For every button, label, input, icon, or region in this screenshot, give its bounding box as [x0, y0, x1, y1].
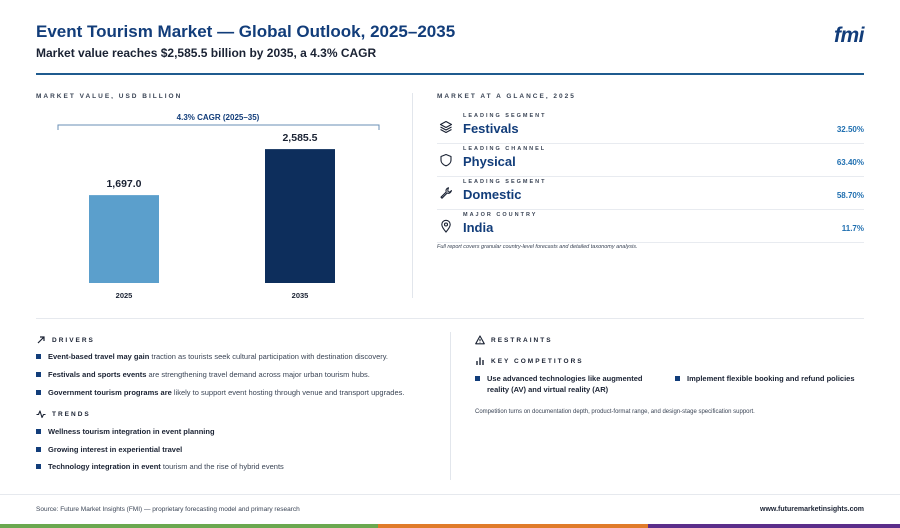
glance-row-india: MAJOR COUNTRY India 11.7% — [437, 210, 864, 243]
competitor-item: Implement flexible booking and refund po… — [675, 373, 865, 384]
glance-name: Physical — [463, 154, 516, 169]
driver-item: Government tourism programs are likely t… — [36, 387, 404, 398]
glance-name: Festivals — [463, 121, 519, 136]
chart-section-label: MARKET VALUE, USD BILLION — [36, 93, 183, 100]
glance-caption: LEADING CHANNEL — [463, 146, 547, 152]
bullet-marker — [36, 429, 41, 434]
restraints-label: RESTRAINTS — [491, 336, 553, 344]
glance-caption: LEADING SEGMENT — [463, 113, 547, 119]
glance-note: Full report covers granular country-leve… — [437, 244, 638, 250]
driver-item: Event-based travel may gain traction as … — [36, 351, 388, 362]
glance-value: 11.7% — [841, 224, 864, 233]
page-title: Event Tourism Market — Global Outlook, 2… — [36, 22, 456, 41]
section-divider — [36, 318, 864, 319]
glance-row-physical: LEADING CHANNEL Physical 63.40% — [437, 144, 864, 177]
trend-item: Technology integration in event tourism … — [36, 461, 284, 472]
competitor-item: Use advanced technologies like augmented… — [475, 373, 655, 395]
glance-value: 63.40% — [836, 158, 864, 167]
drivers-label: DRIVERS — [52, 336, 95, 344]
activity-icon — [36, 410, 46, 419]
trend-item: Growing interest in experiential travel — [36, 444, 182, 455]
bullet-marker — [675, 376, 680, 381]
source-note: Source: Future Market Insights (FMI) — p… — [36, 506, 300, 513]
glance-value: 58.70% — [836, 191, 864, 200]
footer-divider — [0, 494, 900, 495]
glance-row-domestic: LEADING SEGMENT Domestic 58.70% — [437, 177, 864, 210]
glance-caption: MAJOR COUNTRY — [463, 212, 538, 218]
footer-stripe-orange — [378, 524, 648, 528]
bullet-marker — [36, 390, 41, 395]
bullet-marker — [475, 376, 480, 381]
trend-item: Wellness tourism integration in event pl… — [36, 426, 215, 437]
data-label: 2,585.5 — [282, 132, 317, 144]
trends-heading: TRENDS — [36, 409, 91, 419]
competitors-label: KEY COMPETITORS — [491, 357, 584, 365]
glance-name: India — [463, 220, 494, 235]
fmi-logo[interactable]: fmi — [834, 24, 865, 47]
map-pin-icon — [441, 219, 451, 233]
bar-2025 — [89, 195, 159, 283]
bullet-marker — [36, 372, 41, 377]
footer-stripe-purple — [648, 524, 900, 528]
bullet-marker — [36, 464, 41, 469]
bar-2035 — [265, 149, 335, 283]
trends-label: TRENDS — [52, 410, 91, 418]
glance-row-festivals: LEADING SEGMENT Festivals 32.50% — [437, 111, 864, 144]
glance-section-label: MARKET AT A GLANCE, 2025 — [437, 93, 576, 100]
competitors-note: Competition turns on documentation depth… — [475, 409, 755, 415]
x-tick-label: 2025 — [116, 291, 133, 300]
cagr-bracket — [57, 124, 380, 130]
bullet-marker — [36, 447, 41, 452]
bullet-marker — [36, 354, 41, 359]
driver-item: Festivals and sports events are strength… — [36, 369, 370, 380]
cagr-annotation: 4.3% CAGR (2025–35) — [177, 113, 260, 122]
restraints-heading: RESTRAINTS — [475, 335, 553, 345]
header-divider — [36, 73, 864, 75]
wrench-icon — [440, 187, 452, 199]
vertical-divider — [412, 93, 413, 298]
competitors-heading: KEY COMPETITORS — [475, 356, 584, 366]
layers-icon — [439, 120, 453, 134]
glance-value: 32.50% — [836, 125, 864, 134]
market-value-chart: 4.3% CAGR (2025–35) 1,697.0 2025 2,585.5 203… — [57, 113, 380, 300]
warning-icon — [475, 335, 485, 345]
drivers-heading: DRIVERS — [36, 335, 95, 345]
data-label: 1,697.0 — [106, 178, 141, 190]
page-subtitle: Market value reaches $2,585.5 billion by… — [36, 46, 377, 60]
website-link[interactable]: www.futuremarketinsights.com — [760, 506, 864, 513]
arrow-up-right-icon — [37, 336, 45, 344]
footer-stripe-green — [0, 524, 378, 528]
glance-name: Domestic — [463, 187, 522, 202]
shield-icon — [440, 153, 452, 167]
x-tick-label: 2035 — [292, 291, 309, 300]
bar-chart-icon — [476, 357, 484, 365]
lower-vertical-divider — [450, 332, 451, 480]
glance-caption: LEADING SEGMENT — [463, 179, 547, 185]
